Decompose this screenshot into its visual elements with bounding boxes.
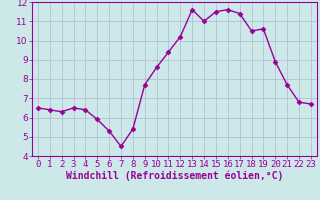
X-axis label: Windchill (Refroidissement éolien,°C): Windchill (Refroidissement éolien,°C) [66, 171, 283, 181]
